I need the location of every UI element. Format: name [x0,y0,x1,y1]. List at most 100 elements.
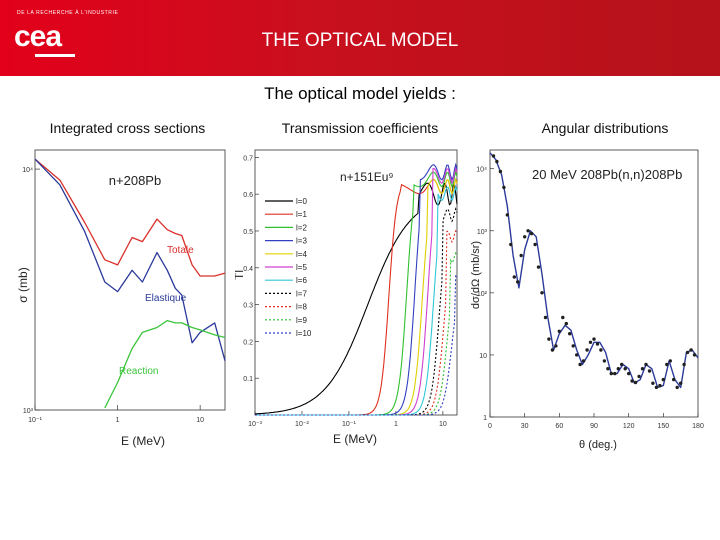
chart3-xtick-label: 60 [555,423,563,430]
chart2-legend-label: l=3 [296,237,307,246]
chart3-data-point [526,229,530,233]
chart3-ytick-label: 10 [479,353,487,360]
chart3-data-point [588,340,593,344]
chart1-title-text: n+208Pb [109,173,161,188]
transmission-chart: Tl E (MeV) n+151Eu⁹ 10⁻³ 10⁻² 10⁻¹ 1 10 0.1 0.… [235,145,460,460]
chart3-ylabel: dσ/dΩ (mb/sr) [470,241,482,309]
chart2-xtick-label: 10⁻³ [248,421,262,428]
chart3-data-point [575,353,579,357]
chart3-data-point [633,380,638,385]
chart2-ytick-label: 0.7 [243,155,253,162]
chart3-frame [489,149,699,418]
caption-angular: Angular distributions [541,120,669,136]
chart3-data-point [568,332,572,336]
chart3-data-point [491,154,496,158]
chart3-data-point [606,367,610,371]
chart3-data-point [509,242,513,247]
chart3-xtick-label: 150 [657,423,669,430]
caption-transmission: Transmission coefficients [281,120,439,136]
chart3-data-point [620,362,624,367]
angular-chart: dσ/dΩ (mb/sr) θ (deg.) 20 MeV 208Pb(n,n)… [470,145,710,460]
svg-text:cea: cea [14,20,62,53]
chart2-legend-label: l=2 [296,223,307,232]
chart2-legend-label: l=6 [296,276,307,285]
chart3-data-point [571,344,575,348]
chart3-data-point [595,342,600,346]
chart2-ytick-label: 0.1 [243,376,253,383]
chart2-ytick-label: 0.2 [243,339,253,346]
chart3-data-point [668,359,672,363]
chart3-data-point [564,321,568,326]
chart2-legend-label: l=4 [296,250,307,259]
chart2-legend-label: l=7 [296,289,307,298]
chart1-ylabel: σ (mb) [16,267,30,302]
chart3-ytick-label: 10⁴ [476,167,487,174]
chart2-legend-label: l=5 [296,263,307,272]
chart3-data-point [529,231,534,236]
chart1-xtick-label: 10⁻¹ [28,417,42,424]
chart1-series-elastique [34,158,226,361]
chart2-xlabel: E (MeV) [333,432,377,446]
chart2-legend-label: l=1 [296,210,307,219]
chart3-data-point [675,385,679,390]
chart3-data-point [561,315,565,320]
chart3-data-point [661,377,665,382]
chart3-data-point [616,367,620,371]
chart3-data-point [651,381,655,385]
chart3-data-point [585,348,589,352]
chart3-data-point [689,348,693,352]
chart3-data-point [623,367,627,371]
chart3-data-point [613,371,617,376]
chart2-title: n+151Eu⁹ [340,170,394,184]
chart3-data-point [647,369,652,373]
chart3-data-point [519,253,523,258]
chart3-data-point [533,242,537,247]
chart3-data-point [495,159,499,164]
chart3-data-point [592,337,596,341]
chart3-ytick-label: 10³ [477,229,488,236]
header-bar: DE LA RECHERCHE À L'INDUSTRIE cea THE OP… [0,0,720,76]
chart3-data-point [578,362,582,367]
chart3-data-point [627,371,631,376]
chart3-ytick-label: 10² [477,291,488,298]
chart1-title: n+208Pb [109,173,161,188]
chart3-data-point [516,280,520,284]
chart2-legend: l=0 l=1 l=2 l=3 l=4 l=5 l=6 l=7 l=8 l=9 l=10 [265,197,312,338]
chart3-data-point [692,353,697,357]
chart3-data-point [672,377,676,382]
slide-subtitle: The optical model yields : [264,84,456,103]
chart3-data-point [498,169,503,174]
chart3-data-point [682,362,686,367]
chart3-xlabel: θ (deg.) [579,439,617,451]
cea-logo: cea [14,20,75,57]
chart2-frame [254,149,458,416]
chart3-xtick-label: 90 [590,423,598,430]
chart3-data-point [658,383,662,388]
chart3-title: 20 MeV 208Pb(n,n)208Pb [532,167,682,182]
chart3-data-point [536,265,541,269]
chart3-theory-curve [489,152,699,389]
chart2-xtick-label: 1 [394,421,398,428]
chart1-xlabel: E (MeV) [121,434,165,448]
chart1-label-reaction: Reaction [119,366,158,377]
chart3-xtick-label: 120 [623,423,635,430]
chart3-data-point [637,374,641,379]
chart3-data-point [550,348,555,352]
chart2-xtick-label: 10⁻¹ [342,421,356,428]
chart3-data-point [630,379,634,383]
chart3-data-point [665,362,669,367]
chart3-data-point [543,315,548,320]
chart3-data-point [685,350,690,355]
chart1-ytick-label: 10⁴ [22,167,33,174]
chart1-series-totale [34,158,226,277]
chart1-label-totale: Totale [167,245,194,256]
chart1-frame [34,149,226,411]
chart3-xtick-label: 180 [692,423,704,430]
chart3-data-point [640,367,645,371]
chart1-label-elastique: Elastique [145,293,187,304]
chart3-data-point [644,362,648,367]
chart3-data-point [502,185,506,190]
chart3-data-point [609,371,613,376]
chart3-data-point [602,359,607,363]
chart3-data-point [654,385,659,390]
